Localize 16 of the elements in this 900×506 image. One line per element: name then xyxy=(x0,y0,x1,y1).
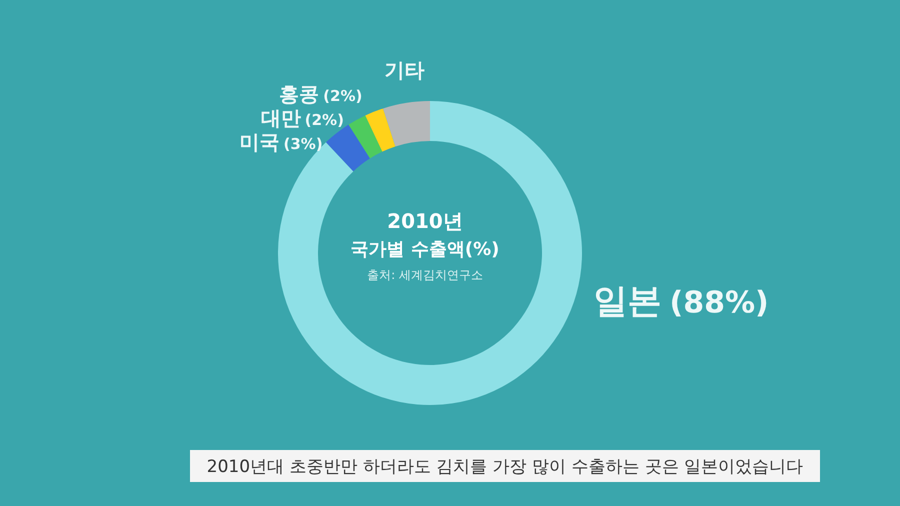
donut-slice xyxy=(383,101,430,146)
text: 2010년 xyxy=(386,208,464,235)
slice-label: 일본 xyxy=(594,282,662,322)
data-label: (2%) xyxy=(304,111,344,129)
data-label: (3%) xyxy=(284,135,323,153)
slice-label: 미국 xyxy=(240,130,280,154)
donut-slice xyxy=(348,115,382,158)
source-note: 출처: 세계김치연구소 xyxy=(366,267,484,284)
donut-slice xyxy=(365,108,396,152)
slice-label: 기타 xyxy=(384,58,425,82)
slice-label: 대만 xyxy=(260,106,301,130)
data-label: (2%) xyxy=(323,87,362,105)
slice-label: 홍콩 xyxy=(279,82,320,106)
data-label: (88%) xyxy=(670,286,769,321)
text: 국가별 수출액(%) xyxy=(350,238,500,261)
text: 2010년대 초중반만 하더라도 김치를 가장 많이 수출하는 곳은 일본이었습니다 xyxy=(190,450,820,482)
